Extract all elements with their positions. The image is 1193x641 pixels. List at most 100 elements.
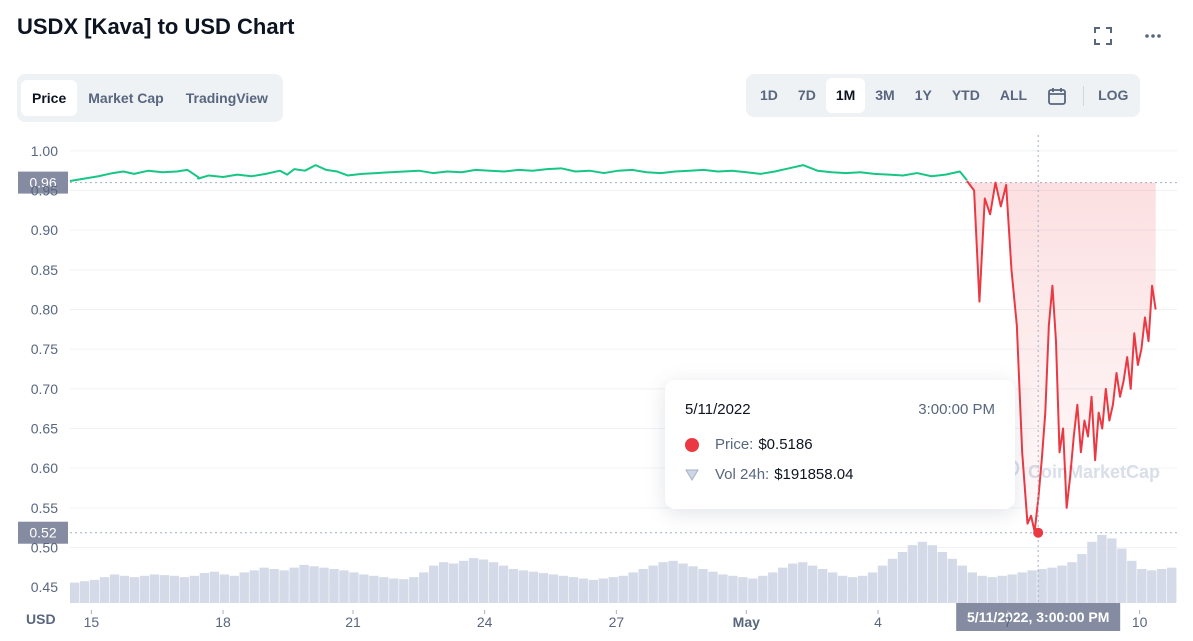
volume-bar — [269, 569, 279, 603]
volume-bar — [837, 575, 848, 603]
range-3m[interactable]: 3M — [875, 87, 895, 103]
volume-bar — [259, 567, 269, 603]
y-tick-label: 0.80 — [31, 302, 58, 318]
reference-price-tag — [18, 171, 68, 194]
range-7d[interactable]: 7D — [797, 87, 816, 103]
volume-bar — [199, 573, 210, 603]
volume-bar — [568, 577, 579, 603]
volume-bar — [1167, 567, 1177, 603]
volume-bar — [678, 563, 688, 603]
range-all[interactable]: ALL — [999, 87, 1028, 103]
calendar-button[interactable] — [1037, 78, 1077, 113]
volume-bar — [917, 541, 928, 603]
volume-bar — [688, 566, 698, 603]
volume-bar — [1087, 541, 1097, 603]
x-tick-label: 27 — [609, 614, 625, 630]
volume-bar — [808, 565, 818, 603]
crosshair-date-label: 5/11/2022, 3:00:00 PM — [967, 609, 1109, 625]
volume-bar — [329, 569, 339, 603]
volume-bar — [169, 575, 180, 603]
volume-bar — [109, 574, 120, 603]
volume-bar — [887, 558, 898, 603]
volume-bar — [429, 565, 439, 603]
volume-bar — [987, 577, 997, 603]
volume-bar — [149, 574, 160, 603]
x-tick-label: 7 — [1004, 614, 1012, 630]
volume-bar — [618, 575, 628, 603]
y-tick-label: 1.00 — [31, 143, 58, 159]
range-1d[interactable]: 1D — [760, 87, 778, 103]
calendar-icon — [1048, 87, 1066, 105]
volume-bar — [249, 570, 259, 603]
volume-bar — [478, 559, 489, 603]
tab-market-cap[interactable]: Market Cap — [88, 90, 164, 106]
volume-bar — [319, 567, 329, 603]
tab-tradingview[interactable]: TradingView — [185, 90, 268, 106]
volume-bar — [209, 571, 219, 603]
volume-bar — [219, 574, 229, 603]
volume-bar — [748, 578, 758, 603]
volume-bar — [708, 571, 718, 603]
fullscreen-button[interactable] — [1089, 22, 1117, 50]
volume-bar — [1107, 538, 1117, 603]
volume-bar — [638, 569, 648, 603]
range-ytd[interactable]: YTD — [951, 87, 980, 103]
volume-bar — [369, 575, 379, 603]
volume-bar — [778, 567, 788, 603]
volume-bar — [738, 577, 748, 603]
y-tick-label: 0.90 — [31, 222, 58, 238]
volume-bar — [768, 572, 778, 603]
volume-bar — [897, 552, 908, 603]
volume-bar — [468, 558, 479, 603]
x-tick-label: 21 — [345, 614, 361, 630]
crosshair-date-tag — [956, 603, 1121, 631]
volume-bar — [598, 578, 608, 603]
volume-bar — [279, 570, 289, 603]
volume-bar — [1037, 569, 1047, 603]
volume-bar — [419, 572, 429, 603]
volume-bar — [927, 545, 938, 603]
time-range-tabs: 1D 7D 1M 3M 1Y YTD ALL LOG — [746, 74, 1141, 117]
watermark: CoinMarketCap — [1028, 462, 1160, 482]
x-tick-label: 15 — [84, 614, 100, 630]
volume-bar — [1137, 569, 1147, 603]
volume-bar — [389, 578, 399, 603]
volume-bar — [1047, 567, 1057, 603]
volume-bar — [967, 572, 977, 603]
volume-bar — [119, 575, 130, 603]
volume-bar — [1067, 562, 1077, 603]
volume-bar — [508, 569, 519, 603]
volume-bar — [1027, 570, 1037, 603]
volume-icon — [685, 469, 699, 481]
log-toggle[interactable]: LOG — [1098, 87, 1129, 103]
more-options-button[interactable] — [1139, 22, 1167, 50]
volume-bar — [1127, 560, 1137, 603]
volume-bar — [718, 574, 728, 603]
range-1y[interactable]: 1Y — [914, 87, 932, 103]
volume-bar — [827, 572, 838, 603]
volume-bar — [189, 575, 200, 603]
volume-bar — [458, 560, 469, 603]
y-tick-label: 0.70 — [31, 381, 58, 397]
volume-bar — [239, 572, 249, 603]
x-tick-label: May — [733, 614, 760, 630]
volume-bar — [79, 581, 90, 603]
volume-bar — [857, 575, 868, 603]
volume-bar — [817, 569, 828, 603]
volume-bar — [1097, 535, 1107, 603]
volume-bar — [359, 574, 369, 603]
volume-bar — [608, 577, 618, 603]
volume-bar — [528, 571, 539, 603]
volume-bar — [668, 560, 678, 603]
volume-bar — [947, 558, 957, 603]
volume-bar — [488, 562, 499, 603]
volume-bar — [877, 565, 888, 603]
volume-bar — [698, 569, 708, 603]
volume-bar — [1157, 569, 1167, 603]
range-1m[interactable]: 1M — [825, 78, 866, 113]
volume-bar — [99, 577, 110, 603]
more-icon — [1145, 34, 1161, 38]
tab-price[interactable]: Price — [21, 80, 78, 116]
cursor-price-tag — [18, 521, 68, 544]
